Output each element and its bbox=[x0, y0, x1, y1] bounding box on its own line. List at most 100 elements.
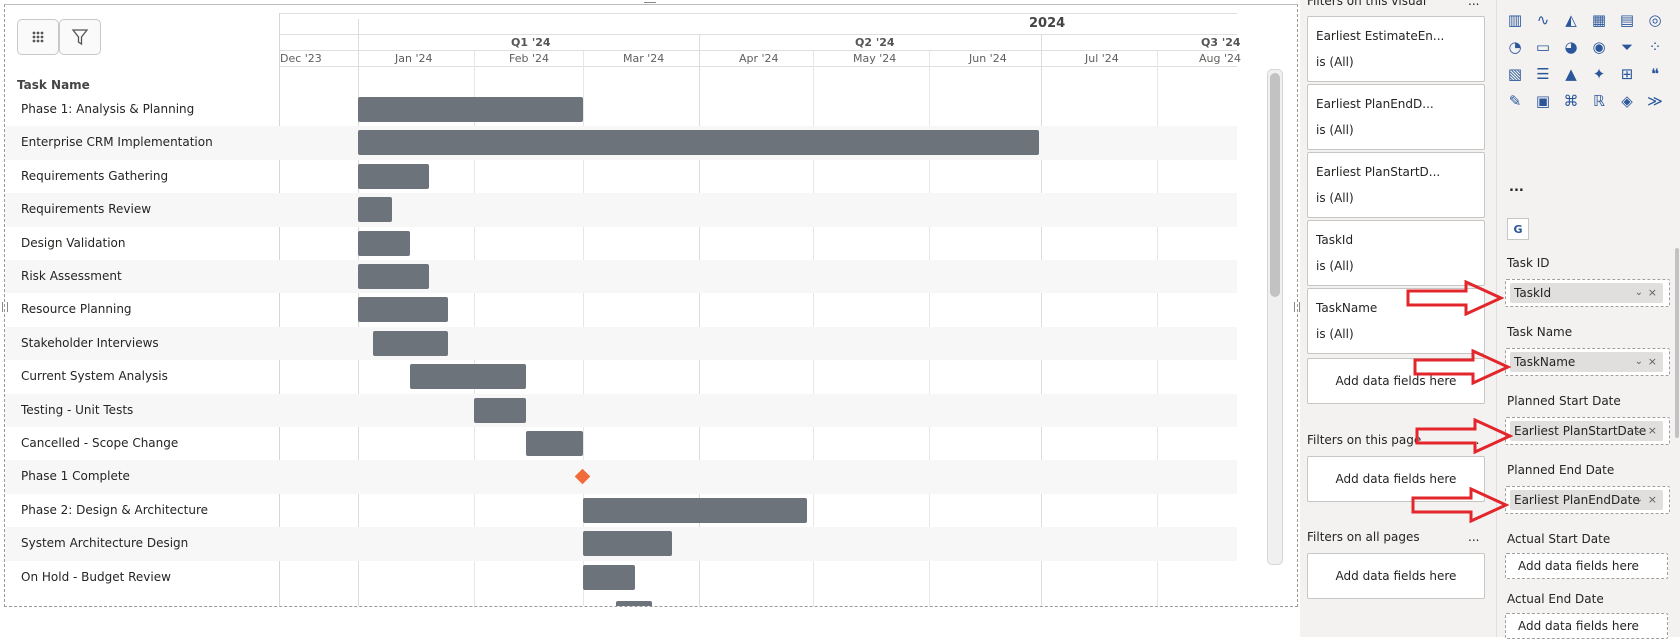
gauge-icon[interactable]: ◔ bbox=[1508, 38, 1522, 56]
chevron-down-icon[interactable]: ⌄ bbox=[1634, 287, 1643, 298]
chevron-down-icon[interactable]: ⌄ bbox=[1634, 425, 1643, 436]
well-planned-start[interactable]: Earliest PlanStartDate ⌄ × bbox=[1505, 417, 1670, 445]
bar-chart-icon[interactable]: ▥ bbox=[1507, 11, 1523, 29]
grid-menu-button[interactable] bbox=[17, 19, 59, 55]
task-bar[interactable] bbox=[358, 297, 448, 323]
field-pill[interactable]: TaskName ⌄ × bbox=[1510, 352, 1663, 372]
key-influencers-icon[interactable]: ✦ bbox=[1592, 65, 1606, 83]
field-pill[interactable]: Earliest PlanStartDate ⌄ × bbox=[1510, 421, 1663, 441]
more-options-icon[interactable]: ... bbox=[1468, 530, 1480, 544]
line-chart-icon[interactable]: ∿ bbox=[1536, 11, 1550, 29]
close-icon[interactable]: × bbox=[1647, 424, 1657, 437]
task-bar[interactable] bbox=[474, 397, 527, 423]
power-apps-icon[interactable]: ◈ bbox=[1621, 92, 1633, 110]
field-pill[interactable]: TaskId ⌄ × bbox=[1510, 283, 1663, 303]
task-bar[interactable] bbox=[372, 330, 448, 356]
vertical-scrollbar-thumb[interactable] bbox=[1270, 73, 1280, 297]
task-bar[interactable] bbox=[582, 497, 808, 523]
grid-dots-icon bbox=[32, 31, 44, 43]
task-bar[interactable] bbox=[358, 197, 392, 223]
add-page-filter-field[interactable]: Add data fields here bbox=[1307, 456, 1485, 502]
map-icon[interactable]: ◎ bbox=[1648, 11, 1662, 29]
filter-card-state: is (All) bbox=[1316, 191, 1354, 205]
more-visuals-icon[interactable]: ... bbox=[1509, 180, 1524, 195]
quarter-label-q1: Q1 '24 bbox=[511, 36, 551, 49]
filters-on-all-pages-title: Filters on all pages bbox=[1307, 530, 1420, 544]
field-pill-text: TaskName bbox=[1514, 355, 1576, 369]
well-actual-start[interactable]: Add data fields here bbox=[1505, 553, 1668, 579]
filter-card[interactable]: Earliest PlanEndD... is (All) bbox=[1307, 84, 1485, 150]
timeline-top-border bbox=[279, 13, 1237, 14]
donut-chart-icon[interactable]: ◉ bbox=[1592, 38, 1606, 56]
close-icon[interactable]: × bbox=[1647, 286, 1657, 299]
kpi-icon[interactable]: ▲ bbox=[1565, 65, 1577, 83]
table-icon[interactable]: ▦ bbox=[1591, 11, 1607, 29]
row-band bbox=[5, 393, 1237, 427]
funnel-icon[interactable]: ⏷ bbox=[1620, 38, 1633, 56]
treemap-icon[interactable]: ▧ bbox=[1507, 65, 1523, 83]
quarter-row-border bbox=[279, 50, 1237, 51]
task-name-label: Requirements Gathering bbox=[21, 168, 169, 183]
task-bar[interactable] bbox=[358, 97, 583, 122]
filter-card[interactable]: TaskName is (All) bbox=[1307, 288, 1485, 354]
close-icon[interactable]: × bbox=[1647, 355, 1657, 368]
filter-card[interactable]: Earliest EstimateEn... is (All) bbox=[1307, 16, 1485, 82]
matrix-icon[interactable]: ▤ bbox=[1619, 11, 1635, 29]
task-bar[interactable] bbox=[358, 163, 430, 189]
decomposition-tree-icon[interactable]: ⊞ bbox=[1620, 65, 1634, 83]
power-automate-icon[interactable]: ≫ bbox=[1647, 92, 1663, 110]
filter-card-title: Earliest PlanStartD... bbox=[1316, 165, 1441, 179]
filter-button[interactable] bbox=[59, 19, 101, 55]
filters-on-visual-title: Filters on this visual bbox=[1307, 0, 1427, 8]
add-visual-filter-field[interactable]: Add data fields here bbox=[1307, 358, 1485, 404]
annotation-arrow bbox=[1415, 418, 1513, 454]
month-label: Apr '24 bbox=[739, 52, 779, 65]
qa-icon[interactable]: ❝ bbox=[1650, 65, 1660, 83]
area-chart-icon[interactable]: ◭ bbox=[1565, 11, 1577, 29]
filter-card[interactable]: TaskId is (All) bbox=[1307, 220, 1485, 286]
python-visual-icon[interactable]: ⌘ bbox=[1563, 92, 1579, 110]
smart-narrative-icon[interactable]: ✎ bbox=[1508, 92, 1522, 110]
task-bar[interactable] bbox=[358, 264, 430, 289]
task-bar[interactable] bbox=[582, 564, 635, 590]
well-actual-end[interactable]: Add data fields here bbox=[1505, 613, 1668, 639]
visual-resize-handle-right[interactable] bbox=[1294, 302, 1300, 312]
task-name-label: Cancelled - Scope Change bbox=[21, 436, 179, 450]
visualizations-pane: ▥ ∿ ◭ ▦ ▤ ◎ ◔ ▭ ◕ ◉ ⏷ ⁘ ▧ ☰ ▲ ✦ ⊞ ❝ ✎ ▣ ⌘ ℝ ◈ ≫ ... G Task ID T… bbox=[1496, 0, 1680, 639]
card-icon[interactable]: ▭ bbox=[1535, 38, 1551, 56]
pane-scrollbar-thumb[interactable] bbox=[1675, 248, 1679, 438]
filter-card[interactable]: Earliest PlanStartD... is (All) bbox=[1307, 152, 1485, 218]
well-task-id[interactable]: TaskId ⌄ × bbox=[1505, 279, 1670, 307]
add-report-filter-field[interactable]: Add data fields here bbox=[1307, 553, 1485, 599]
field-pill[interactable]: Earliest PlanEndDate ⌄ × bbox=[1510, 490, 1663, 510]
task-bar[interactable] bbox=[526, 431, 583, 456]
well-label-task-name: Task Name bbox=[1507, 325, 1573, 339]
month-label: Feb '24 bbox=[509, 52, 549, 65]
task-bar[interactable] bbox=[582, 531, 673, 557]
task-bar[interactable] bbox=[616, 601, 653, 606]
month-label: Dec '23 bbox=[280, 52, 322, 65]
close-icon[interactable]: × bbox=[1647, 493, 1657, 506]
pie-chart-icon[interactable]: ◕ bbox=[1564, 38, 1578, 56]
well-task-name[interactable]: TaskName ⌄ × bbox=[1505, 348, 1670, 376]
task-name-label: Phase 1 Complete bbox=[21, 469, 130, 484]
r-visual-icon[interactable]: ℝ bbox=[1593, 92, 1605, 110]
custom-visual-icon[interactable]: G bbox=[1507, 218, 1529, 240]
well-label-planned-start: Planned Start Date bbox=[1507, 394, 1621, 408]
visual-resize-handle-left[interactable] bbox=[2, 302, 8, 312]
task-bar[interactable] bbox=[358, 230, 411, 256]
task-bar[interactable] bbox=[410, 364, 527, 390]
paginated-report-icon[interactable]: ▣ bbox=[1535, 92, 1551, 110]
well-planned-end[interactable]: Earliest PlanEndDate ⌄ × bbox=[1505, 486, 1670, 514]
well-label-task-id: Task ID bbox=[1507, 256, 1550, 270]
chevron-down-icon[interactable]: ⌄ bbox=[1634, 494, 1643, 505]
slicer-icon[interactable]: ☰ bbox=[1536, 65, 1550, 83]
task-name-label: Phase 2: Design & Architecture bbox=[21, 502, 209, 517]
task-bar[interactable] bbox=[358, 130, 1040, 156]
more-options-icon[interactable]: ... bbox=[1468, 433, 1480, 447]
task-name-label: Stakeholder Interviews bbox=[21, 335, 159, 350]
scatter-icon[interactable]: ⁘ bbox=[1648, 38, 1662, 56]
more-options-icon[interactable]: ... bbox=[1468, 0, 1480, 8]
chevron-down-icon[interactable]: ⌄ bbox=[1634, 356, 1643, 367]
gantt-visual[interactable]: 2024 Q1 '24 Q2 '24 Q3 '24 Dec '23 Jan '2… bbox=[4, 4, 1298, 607]
